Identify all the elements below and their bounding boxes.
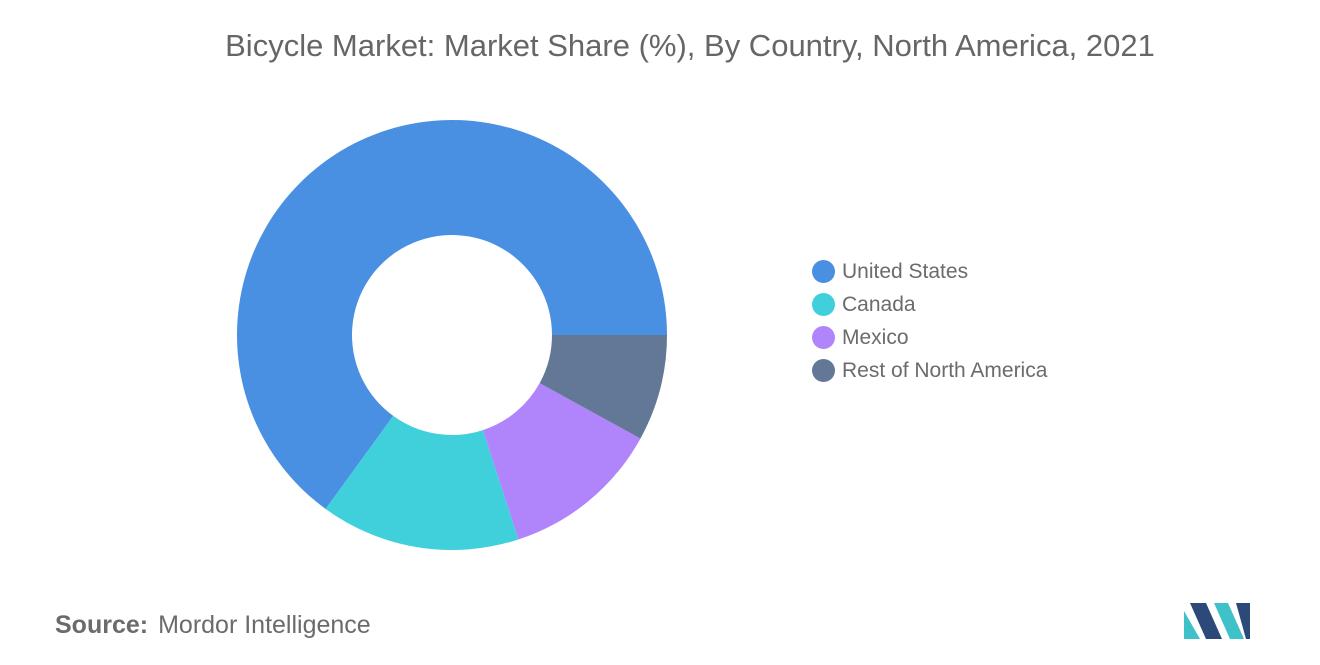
chart-legend: United States Canada Mexico Rest of Nort… — [812, 255, 1047, 387]
legend-label: Rest of North America — [842, 358, 1048, 382]
legend-label: United States — [842, 259, 969, 283]
legend-swatch-icon — [812, 359, 835, 382]
source-note: Source: Mordor Intelligence — [55, 611, 371, 640]
donut-slices — [237, 120, 667, 550]
legend-swatch-icon — [812, 326, 835, 349]
legend-item-mexico: Mexico — [812, 321, 1047, 354]
slice-rest-of-north-america — [539, 335, 667, 439]
slice-canada — [325, 415, 519, 550]
legend-label: Canada — [842, 292, 916, 316]
slice-mexico — [482, 383, 641, 540]
source-value: Mordor Intelligence — [158, 611, 371, 639]
legend-swatch-icon — [812, 293, 835, 316]
mordor-intelligence-logo-icon — [1184, 603, 1250, 639]
slice-united-states — [237, 120, 667, 509]
legend-item-united-states: United States — [812, 255, 1047, 288]
legend-swatch-icon — [812, 260, 835, 283]
legend-item-rest-of-north-america: Rest of North America — [812, 354, 1047, 387]
legend-item-canada: Canada — [812, 288, 1047, 321]
legend-label: Mexico — [842, 325, 909, 349]
chart-title: Bicycle Market: Market Share (%), By Cou… — [225, 28, 1155, 63]
source-label: Source: — [55, 611, 149, 639]
